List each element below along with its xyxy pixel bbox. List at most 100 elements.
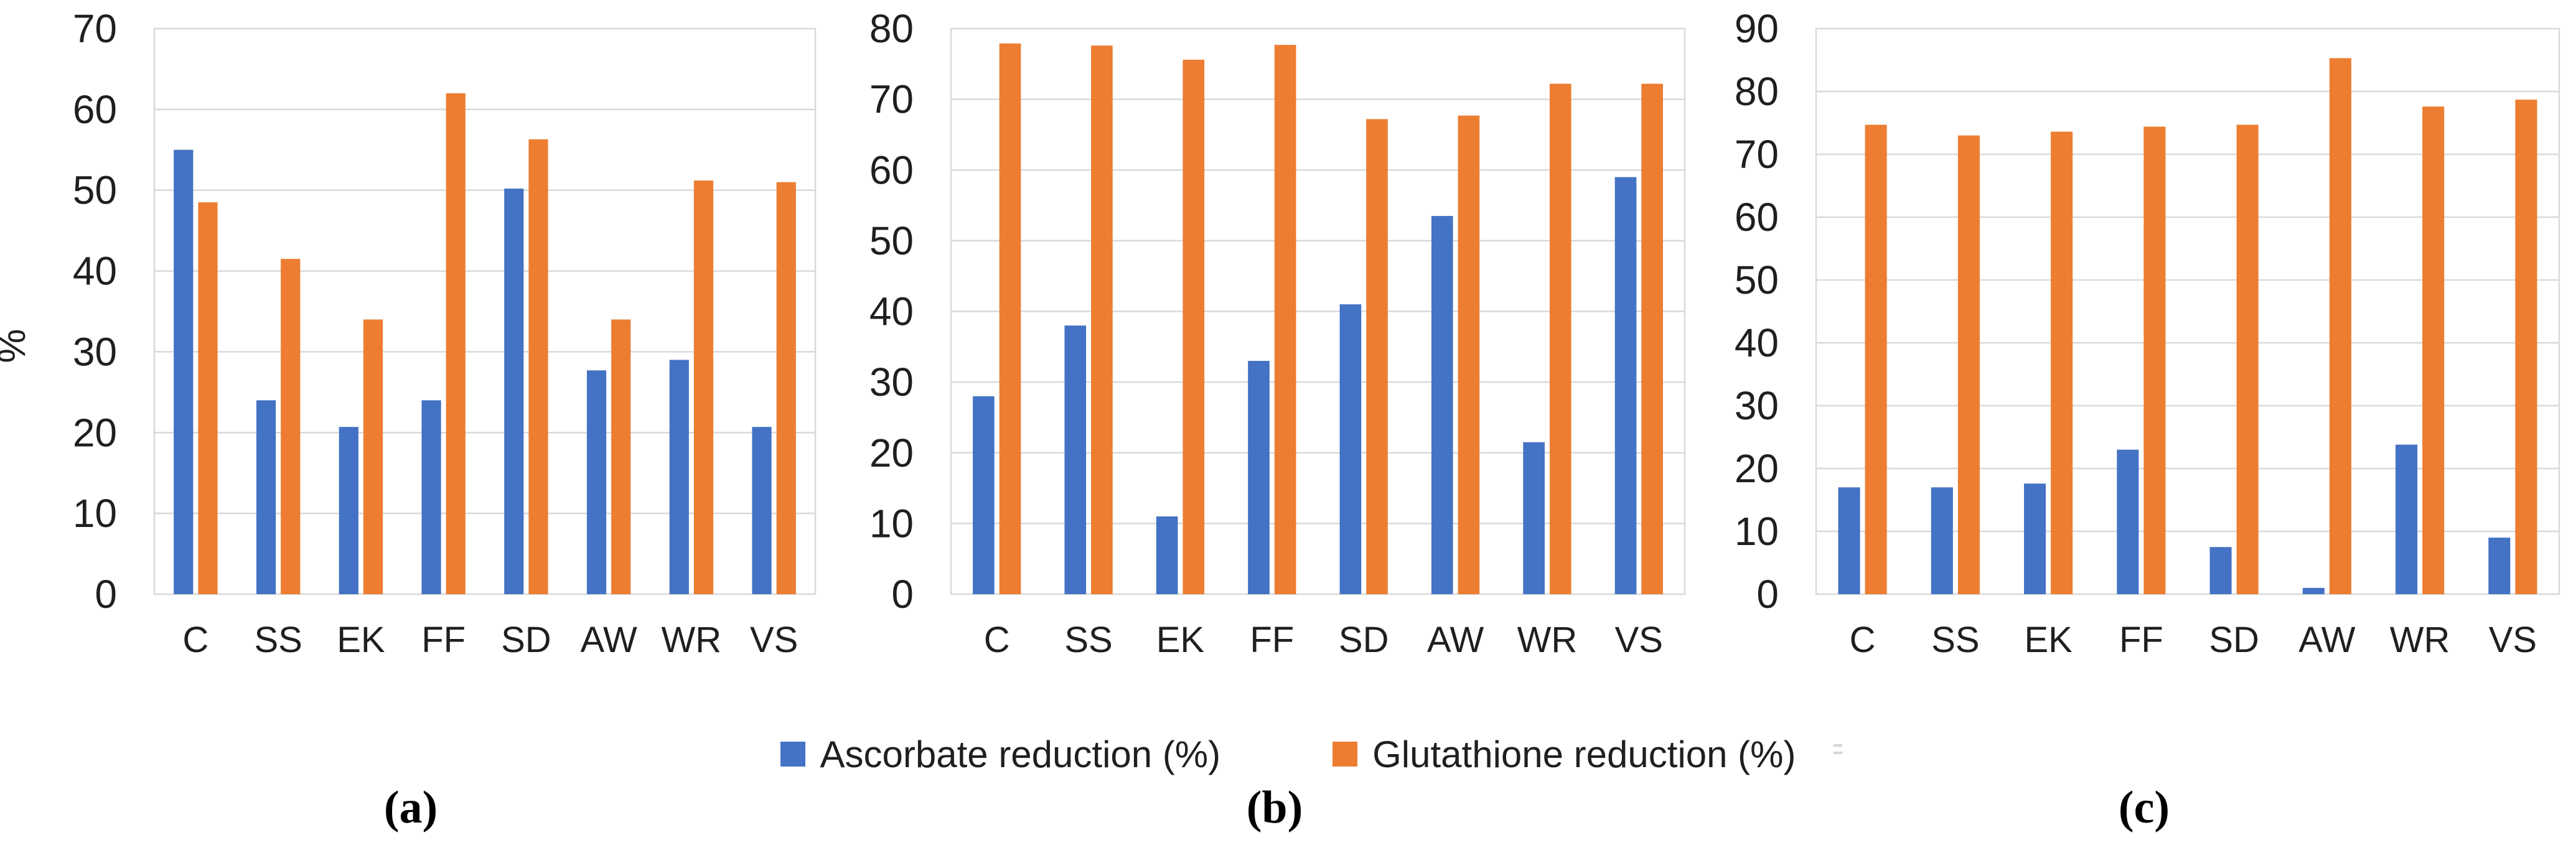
bar-glutathione-SD [1366, 119, 1388, 594]
bar-ascorbate-VS [752, 427, 772, 594]
x-category-label-WR-c: WR [2390, 620, 2450, 660]
y-tick-label: 30 [1735, 383, 1779, 428]
bar-glutathione-C [999, 43, 1021, 594]
legend: Ascorbate reduction (%) Glutathione redu… [0, 733, 2576, 776]
x-category-label-VS-c: VS [2489, 620, 2537, 660]
x-category-label-VS-a: VS [750, 620, 798, 660]
bar-ascorbate-SS [256, 400, 276, 594]
y-tick-label: 70 [869, 77, 914, 122]
bar-ascorbate-SS [1064, 325, 1087, 594]
bar-ascorbate-WR [669, 360, 689, 594]
bar-ascorbate-AW [586, 370, 607, 594]
bar-ascorbate-AW [1431, 216, 1453, 594]
bar-ascorbate-WR [1523, 442, 1545, 594]
bar-glutathione-FF [2143, 126, 2166, 594]
x-category-label-FF-a: FF [421, 620, 466, 660]
y-tick-label: 0 [1756, 572, 1779, 617]
bar-glutathione-WR [693, 180, 714, 594]
bar-glutathione-SS [281, 259, 301, 594]
y-tick-label: 80 [869, 6, 914, 51]
y-tick-label: 10 [73, 491, 117, 536]
bar-glutathione-FF [446, 93, 466, 594]
bar-ascorbate-SD [2209, 547, 2232, 594]
y-tick-label: 50 [869, 218, 914, 263]
x-category-label-C-c: C [1850, 620, 1876, 660]
x-category-label-SD-b: SD [1339, 620, 1389, 660]
bar-ascorbate-AW [2302, 587, 2325, 594]
y-tick-label: 80 [1735, 69, 1779, 114]
bar-ascorbate-C [973, 396, 995, 594]
panel-label-a: (a) [383, 782, 438, 833]
y-tick-label: 10 [1735, 509, 1779, 554]
y-tick-label: 70 [1735, 132, 1779, 177]
x-category-label-AW-c: AW [2298, 620, 2356, 660]
y-tick-label: 40 [73, 249, 117, 294]
legend-label-ascorbate: Ascorbate reduction (%) [820, 733, 1221, 775]
bar-glutathione-VS [1641, 83, 1663, 594]
x-category-label-EK-c: EK [2024, 620, 2073, 660]
bar-ascorbate-EK [2024, 483, 2046, 594]
bar-glutathione-SS [1957, 135, 1980, 594]
y-tick-label: 70 [73, 6, 117, 51]
y-tick-label: 50 [73, 168, 117, 213]
x-category-label-C-a: C [182, 620, 208, 660]
y-tick-label: 60 [73, 87, 117, 132]
stray-artifact-mark [1834, 744, 1842, 747]
x-category-label-SD-c: SD [2209, 620, 2259, 660]
bar-glutathione-EK [1183, 59, 1205, 595]
panel-label-c: (c) [2118, 782, 2170, 833]
y-tick-label: 60 [869, 147, 914, 192]
y-tick-label: 20 [1735, 446, 1779, 491]
bar-glutathione-SS [1091, 45, 1113, 594]
x-category-label-WR-b: WR [1517, 620, 1578, 660]
bar-ascorbate-SD [504, 189, 524, 594]
y-tick-label: 60 [1735, 195, 1779, 240]
legend-item-glutathione: Glutathione reduction (%) [1332, 733, 1796, 776]
bar-glutathione-SD [528, 139, 548, 594]
bar-ascorbate-VS [1614, 177, 1637, 594]
x-category-label-AW-a: AW [580, 620, 637, 660]
x-category-label-WR-a: WR [662, 620, 722, 660]
y-tick-label: 20 [73, 410, 117, 455]
plot-border-c [1815, 27, 2560, 595]
bar-glutathione-C [198, 202, 218, 594]
y-tick-label: 30 [869, 360, 914, 404]
bar-glutathione-AW [1458, 115, 1480, 595]
y-tick-label: 50 [1735, 258, 1779, 302]
bar-ascorbate-EK [339, 427, 358, 594]
y-axis-title: % [0, 329, 34, 363]
x-category-label-AW-b: AW [1427, 620, 1484, 660]
bar-ascorbate-SS [1931, 487, 1953, 594]
bar-glutathione-AW [2329, 58, 2351, 595]
bar-ascorbate-FF [2117, 449, 2139, 594]
y-tick-label: 0 [95, 572, 117, 617]
legend-item-ascorbate: Ascorbate reduction (%) [780, 733, 1221, 776]
bar-ascorbate-WR [2396, 444, 2418, 594]
bar-glutathione-VS [2515, 100, 2537, 594]
y-tick-label: 10 [869, 501, 914, 546]
x-category-label-C-b: C [984, 620, 1010, 660]
x-category-label-SD-a: SD [501, 620, 551, 660]
x-category-label-FF-b: FF [1250, 620, 1294, 660]
y-tick-label: 90 [1735, 6, 1779, 51]
bar-ascorbate-VS [2488, 538, 2511, 594]
x-category-label-FF-c: FF [2119, 620, 2163, 660]
bar-glutathione-VS [776, 182, 796, 594]
legend-label-glutathione: Glutathione reduction (%) [1372, 733, 1796, 775]
y-tick-label: 20 [869, 431, 914, 475]
x-category-label-SS-a: SS [254, 620, 302, 660]
x-category-label-EK-a: EK [337, 620, 385, 660]
panel-label-b: (b) [1246, 782, 1303, 833]
glutathione-legend-swatch-icon [1332, 742, 1358, 767]
ascorbate-legend-swatch-icon [780, 742, 805, 767]
bar-glutathione-WR [2422, 106, 2445, 595]
bar-ascorbate-FF [1248, 361, 1270, 594]
y-tick-label: 0 [891, 572, 914, 617]
bar-glutathione-EK [363, 319, 383, 594]
bar-glutathione-EK [2051, 131, 2073, 594]
bar-glutathione-SD [2236, 124, 2259, 594]
y-tick-label: 40 [869, 289, 914, 334]
bar-glutathione-AW [611, 319, 631, 594]
